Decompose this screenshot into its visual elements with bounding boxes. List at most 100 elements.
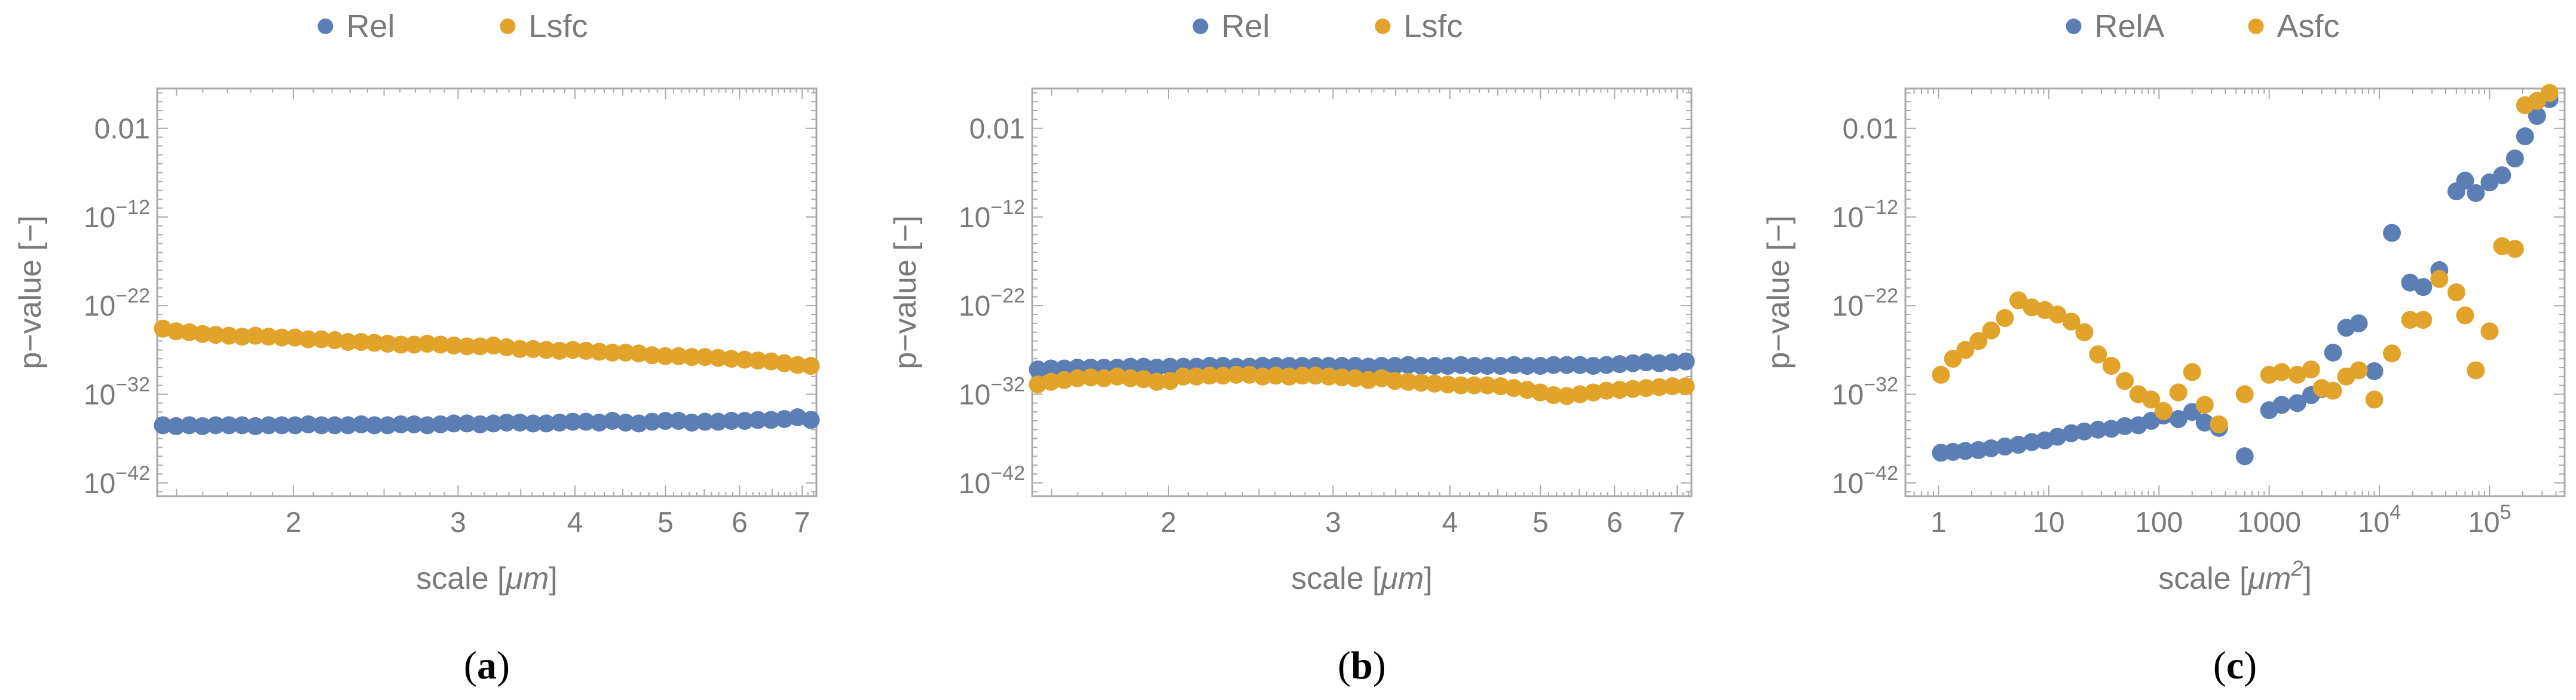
chart-a-point-Rel-19 [405, 415, 423, 433]
chart-a-point-Rel-9 [273, 416, 291, 435]
chart-a-point-Rel-42 [709, 412, 727, 431]
chart-a-point-Lsfc-31 [564, 341, 582, 359]
chart-b-point-Lsfc-9 [1148, 372, 1166, 391]
chart-b-caption-close: ) [1373, 644, 1386, 687]
chart-b-point-Lsfc-20 [1293, 366, 1311, 385]
chart-a-point-Lsfc-47 [775, 354, 794, 372]
chart-a-point-Rel-37 [643, 412, 662, 431]
chart-b-point-Rel-41 [1571, 356, 1589, 374]
chart-a-point-Lsfc-12 [312, 330, 331, 349]
chart-c-ytick-base: 10 [1832, 291, 1864, 322]
chart-b-caption: (b) [1338, 644, 1386, 687]
chart-c-point-RelA-9 [2048, 427, 2067, 446]
chart-b-point-Lsfc-46 [1637, 379, 1656, 398]
chart-c-point-RelA-28 [2324, 343, 2342, 362]
chart-b-ytick-exponent: −12 [990, 196, 1025, 219]
chart-c-point-Asfc-31 [2365, 390, 2384, 409]
chart-b-point-Lsfc-42 [1584, 383, 1602, 402]
chart-a-xtick-label: 7 [794, 507, 810, 539]
chart-a-point-Lsfc-2 [180, 323, 198, 341]
chart-a-ytick-base: 10 [84, 380, 115, 411]
chart-a-point-Rel-11 [299, 415, 317, 433]
chart-a-point-Rel-7 [246, 417, 265, 435]
chart-b-ytick-label: 10−22 [959, 285, 1025, 322]
chart-a-xtick-base: 5 [657, 507, 674, 539]
chart-a-point-Rel-24 [471, 415, 489, 433]
chart-a-point-Rel-26 [497, 413, 516, 432]
chart-c-point-Asfc-26 [2302, 360, 2320, 378]
chart-c-point-Asfc-3 [1969, 332, 1988, 350]
chart-a-ytick-base: 10 [84, 202, 115, 234]
chart-c-ytick-exponent: −22 [1864, 285, 1898, 307]
chart-a-point-Rel-40 [683, 413, 701, 432]
chart-a-ytick-label: 10−42 [84, 462, 150, 500]
chart-c-legend-marker-1 [2248, 19, 2264, 34]
chart-b-point-Rel-27 [1385, 357, 1404, 375]
chart-a-point-Lsfc-23 [458, 337, 476, 356]
chart-b-ytick-exponent: −42 [990, 462, 1025, 485]
chart-b-point-Lsfc-47 [1650, 378, 1669, 396]
chart-a-point-Lsfc-16 [365, 334, 384, 352]
chart-a-point-Rel-31 [564, 412, 582, 431]
chart-c-point-Asfc-6 [2009, 291, 2028, 310]
chart-c-point-Asfc-22 [2235, 385, 2254, 404]
chart-b-xtick-label: 3 [1325, 507, 1341, 539]
chart-a-point-Lsfc-7 [246, 326, 265, 345]
chart-a-ytick-base: 0.01 [94, 114, 150, 145]
chart-a-point-Rel-5 [220, 416, 238, 435]
chart-a-ytick-exponent: −12 [115, 196, 150, 219]
chart-b-point-Rel-8 [1134, 357, 1153, 376]
chart-a-point-Lsfc-9 [273, 328, 291, 347]
chart-b-point-Lsfc-31 [1439, 375, 1457, 394]
chart-a-point-Rel-44 [735, 411, 754, 430]
chart-b-xtick-base: 2 [1161, 507, 1177, 539]
chart-c-xlabel-text: scale [ [2158, 561, 2248, 596]
chart-b-point-Rel-26 [1372, 357, 1391, 375]
chart-c-xtick-base: 1 [1931, 507, 1947, 539]
chart-a-ytick-exponent: −32 [115, 374, 150, 396]
chart-a-point-Rel-20 [418, 416, 436, 435]
chart-c-point-RelA-4 [1982, 439, 2000, 457]
chart-b-point-Lsfc-13 [1201, 366, 1219, 385]
chart-c-point-Asfc-44 [2540, 84, 2559, 102]
chart-a-point-Lsfc-33 [590, 343, 608, 361]
chart-c-xtick-base: 10 [2033, 507, 2064, 539]
chart-a-point-Lsfc-15 [352, 333, 371, 351]
chart-c-point-RelA-6 [2009, 436, 2028, 454]
chart-b-caption-open: ( [1338, 644, 1351, 687]
chart-c-point-Asfc-34 [2414, 310, 2433, 329]
chart-b-point-Rel-28 [1399, 356, 1417, 374]
chart-c-ytick-base: 10 [1832, 468, 1864, 500]
chart-a-ytick-exponent: −42 [115, 462, 150, 485]
chart-a-point-Rel-39 [669, 411, 688, 430]
chart-b-point-Lsfc-39 [1544, 386, 1563, 404]
chart-a-point-Rel-12 [312, 416, 331, 435]
chart-a-point-Lsfc-49 [801, 357, 820, 375]
chart-b-point-Rel-0 [1029, 360, 1047, 378]
chart-b-point-Rel-32 [1452, 356, 1470, 374]
chart-a-point-Lsfc-10 [286, 328, 304, 347]
chart-c-caption-open: ( [2213, 644, 2226, 687]
chart-a-point-Lsfc-22 [445, 336, 463, 354]
chart-b-ytick-base: 10 [959, 291, 990, 322]
chart-a-point-Rel-36 [629, 414, 648, 433]
chart-b-point-Lsfc-34 [1478, 376, 1497, 395]
chart-a-point-Rel-4 [206, 416, 225, 435]
chart-c-ytick-exponent: −42 [1864, 462, 1898, 485]
chart-b-point-Rel-33 [1465, 357, 1483, 375]
chart-c-point-Asfc-0 [1932, 365, 1950, 384]
chart-b-ytick-label: 10−42 [959, 462, 1025, 500]
chart-c-xtick-exponent: 4 [2390, 501, 2401, 524]
chart-c-point-Asfc-5 [1996, 308, 2014, 327]
chart-a-caption-close: ) [497, 644, 510, 687]
chart-b-point-Lsfc-27 [1385, 372, 1404, 390]
chart-c-xtick-label: 1000 [2237, 507, 2301, 539]
chart-b-point-Rel-39 [1544, 356, 1563, 374]
chart-c-xlabel-exponent: 2 [2290, 556, 2303, 580]
chart-a-legend-label-1: Lsfc [529, 8, 588, 44]
chart-a-xlabel-text: scale [ [416, 561, 506, 596]
chart-b-xtick-base: 6 [1607, 507, 1623, 539]
chart-a-point-Lsfc-5 [220, 326, 238, 345]
chart-c-point-Asfc-21 [2210, 415, 2228, 433]
